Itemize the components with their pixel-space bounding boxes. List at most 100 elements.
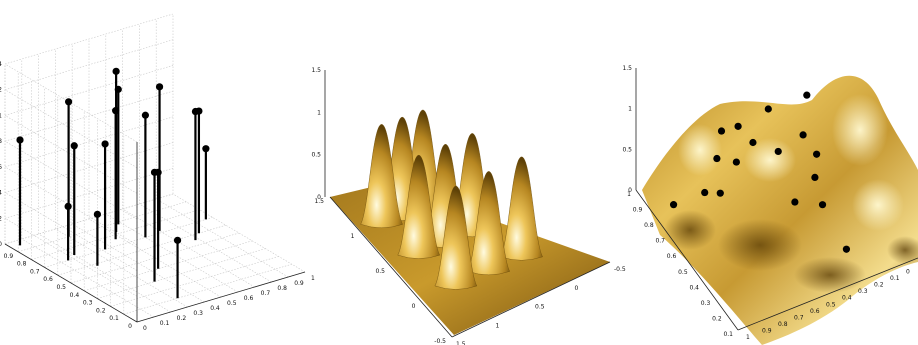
gaussian-peak bbox=[467, 171, 511, 276]
z-tick-label: 0 bbox=[628, 187, 632, 194]
x-tick-label: 1 bbox=[496, 322, 500, 329]
x-tick-label: 0.3 bbox=[193, 310, 203, 317]
z-tick-label: 0.5 bbox=[622, 146, 632, 153]
stem3-stems bbox=[16, 67, 210, 299]
stem-marker bbox=[93, 210, 101, 218]
wall-gridline bbox=[4, 13, 174, 65]
x-tick-label: 0.5 bbox=[826, 301, 836, 308]
interp-tick-labels: 0 0.5 1 1.5 1 0.9 0.8 0.7 0.6 0.5 0.4 0.3 0.2 0.1 0 0.1… bbox=[622, 65, 910, 341]
floor-gridline bbox=[18, 201, 187, 253]
bumps-x-axis bbox=[451, 261, 611, 338]
z-tick-label: 1.5 bbox=[311, 67, 321, 74]
y-tick-label: 0.8 bbox=[17, 261, 27, 268]
y-tick-label: 0.4 bbox=[689, 284, 699, 291]
wall-gridline bbox=[4, 65, 174, 116]
bumps-surface-panel: 0 0.5 1 1.5 -0.5 0 0.5 1 1.5 -0.5 0 0.5 1 1.5 bbox=[311, 67, 625, 345]
y-tick-label: 1 bbox=[627, 191, 631, 198]
x-tick-label: 0.6 bbox=[244, 295, 254, 302]
y-tick-label: 0.3 bbox=[701, 300, 711, 307]
wall-gridline bbox=[4, 167, 174, 219]
stem3-grid bbox=[4, 13, 306, 323]
surface-data-point bbox=[774, 147, 782, 156]
surface-data-point bbox=[734, 122, 742, 130]
stem3-panel: 00.20.40.60.811.21.400.10.20.30.40.50.60… bbox=[0, 13, 315, 332]
x-tick-label: -0.5 bbox=[614, 266, 626, 273]
y-tick-label: 0.2 bbox=[712, 315, 722, 322]
surface-data-point bbox=[764, 105, 772, 113]
z-tick-label: 1 bbox=[628, 106, 632, 113]
x-tick-label: 0.3 bbox=[858, 288, 868, 295]
interp-y-axis bbox=[635, 189, 739, 331]
z-tick-label: 0.2 bbox=[0, 215, 2, 222]
y-tick-label: 0 bbox=[412, 303, 416, 310]
bumps-peaks bbox=[360, 109, 543, 290]
surface-data-point bbox=[732, 158, 740, 166]
stem-marker bbox=[16, 136, 24, 144]
y-tick-label: 0.7 bbox=[655, 238, 665, 245]
stem3-axes bbox=[4, 142, 306, 323]
x-tick-label: 0.2 bbox=[874, 282, 884, 289]
x-tick-label: 0.9 bbox=[762, 327, 772, 334]
interp-surface-shading bbox=[664, 94, 918, 293]
stem-marker bbox=[112, 67, 120, 75]
x-tick-label: 0.1 bbox=[890, 275, 900, 282]
surface-data-point bbox=[813, 150, 821, 158]
y-axis-line bbox=[4, 243, 138, 323]
y-tick-label: 0 bbox=[128, 323, 132, 330]
wall-gridline bbox=[4, 116, 174, 168]
gaussian-peak bbox=[360, 124, 403, 229]
x-tick-label: 1 bbox=[311, 275, 315, 282]
x-tick-label: 0.2 bbox=[177, 315, 187, 322]
z-tick-label: 1 bbox=[0, 112, 2, 119]
y-tick-label: 0.5 bbox=[678, 269, 688, 276]
y-tick-label: 0.8 bbox=[644, 222, 654, 229]
y-tick-label: -0.5 bbox=[434, 338, 446, 345]
surface-data-point bbox=[791, 198, 799, 206]
y-tick-label: 0.7 bbox=[30, 268, 40, 275]
x-tick-label: 0 bbox=[575, 285, 579, 292]
x-tick-label: 0 bbox=[906, 269, 910, 276]
gaussian-peak bbox=[397, 154, 441, 259]
y-tick-label: 0.2 bbox=[96, 307, 106, 314]
stem-marker bbox=[65, 98, 73, 106]
bumps-tick-labels: 0 0.5 1 1.5 -0.5 0 0.5 1 1.5 -0.5 0 0.5 1 1.5 bbox=[311, 67, 625, 345]
x-tick-label: 0.7 bbox=[261, 290, 271, 297]
y-tick-label: 0.5 bbox=[375, 268, 385, 275]
interp-x-axis bbox=[737, 257, 918, 331]
stem-marker bbox=[141, 111, 149, 119]
x-tick-label: 1.5 bbox=[456, 341, 466, 345]
stem-marker bbox=[101, 140, 109, 148]
z-tick-label: 0.5 bbox=[311, 152, 321, 159]
gaussian-peak bbox=[500, 156, 543, 261]
x-tick-label: 0.4 bbox=[210, 305, 220, 312]
y-tick-label: 0.4 bbox=[70, 292, 80, 299]
x-tick-label: 0.9 bbox=[294, 280, 304, 287]
z-tick-label: 0.6 bbox=[0, 164, 2, 171]
interp-surface-panel: 0 0.5 1 1.5 1 0.9 0.8 0.7 0.6 0.5 0.4 0.3 0.2 0.1 0 0.1… bbox=[622, 65, 918, 345]
surface-data-point bbox=[749, 138, 757, 147]
z-tick-label: 0 bbox=[317, 194, 321, 201]
surface-data-point bbox=[716, 189, 724, 197]
z-tick-label: 0 bbox=[0, 241, 2, 248]
x-tick-label: 0.4 bbox=[842, 295, 852, 302]
stem-marker bbox=[155, 83, 164, 91]
x-tick-label: 0.7 bbox=[794, 314, 804, 321]
x-tick-label: 0 bbox=[143, 325, 147, 332]
stem-marker bbox=[173, 236, 182, 244]
y-tick-label: 0.1 bbox=[723, 331, 733, 338]
stem-marker bbox=[191, 107, 200, 116]
floor-gridline bbox=[44, 217, 213, 268]
x-tick-label: 0.1 bbox=[160, 320, 170, 327]
x-tick-label: 0.8 bbox=[778, 321, 788, 328]
stem3-tick-labels: 00.20.40.60.811.21.400.10.20.30.40.50.60… bbox=[0, 61, 315, 332]
surface-data-point bbox=[842, 245, 851, 253]
stem-marker bbox=[70, 142, 78, 150]
y-tick-label: 1.5 bbox=[314, 198, 324, 205]
stem-marker bbox=[202, 145, 210, 153]
gaussian-peak bbox=[434, 185, 478, 290]
surface-data-point bbox=[701, 188, 709, 197]
surface-data-point bbox=[803, 91, 811, 99]
y-tick-label: 1 bbox=[351, 233, 355, 240]
y-tick-label: 0.5 bbox=[56, 284, 66, 291]
